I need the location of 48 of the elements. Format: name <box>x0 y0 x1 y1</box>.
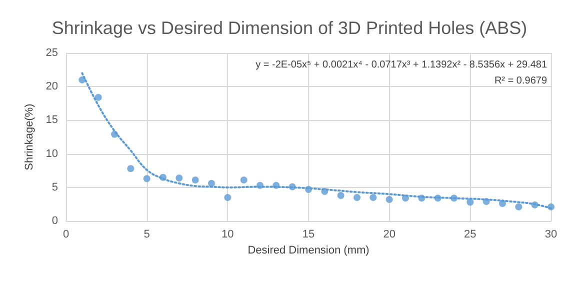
point <box>160 174 166 181</box>
point <box>386 196 393 203</box>
point <box>288 183 296 190</box>
point <box>224 194 232 201</box>
point <box>240 176 248 184</box>
y-tick-label: 15 <box>46 114 58 126</box>
annotation: R² = 0.9679 <box>494 76 548 86</box>
point <box>548 203 554 210</box>
point <box>272 182 280 189</box>
point <box>208 180 215 187</box>
point <box>192 176 199 184</box>
point <box>515 203 522 210</box>
x-tick-label: 10 <box>222 228 234 240</box>
point <box>305 186 312 193</box>
y-axis-title: Shrinkage(%) <box>23 104 36 170</box>
chart-title: Shrinkage vs Desired Dimension of 3D Printed Holes (ABS) <box>52 18 528 38</box>
y-tick-label: 20 <box>46 80 58 93</box>
point <box>434 194 442 202</box>
point <box>499 200 506 208</box>
point <box>354 194 360 201</box>
point <box>531 201 538 208</box>
point <box>127 165 134 172</box>
annotation: y = -2E-05x⁵ + 0.0021x⁴ - 0.0717x³ + 1.1392x² - 8.5356x + 29.481 <box>256 60 548 70</box>
point <box>450 194 458 202</box>
x-tick-label: 25 <box>464 228 476 240</box>
x-tick-label: 15 <box>302 228 315 240</box>
x-axis-title: Desired Dimension (mm) <box>248 244 370 256</box>
point <box>94 94 102 101</box>
point <box>176 174 183 182</box>
point <box>321 188 328 195</box>
point <box>111 130 118 138</box>
point <box>402 194 409 202</box>
y-tick-label: 5 <box>52 181 58 194</box>
point <box>143 175 150 182</box>
point <box>482 198 490 206</box>
y-tick-label: 0 <box>52 215 58 227</box>
point <box>370 194 377 201</box>
x-tick-label: 20 <box>383 228 396 240</box>
point <box>337 192 344 199</box>
y-tick-label: 25 <box>46 47 58 59</box>
point <box>418 194 426 202</box>
point <box>466 198 474 206</box>
point <box>256 182 264 189</box>
point <box>78 76 86 84</box>
x-tick-label: 0 <box>62 228 70 240</box>
y-tick-label: 10 <box>46 148 58 160</box>
x-tick-label: 30 <box>544 228 558 240</box>
x-tick-label: 5 <box>144 228 150 240</box>
